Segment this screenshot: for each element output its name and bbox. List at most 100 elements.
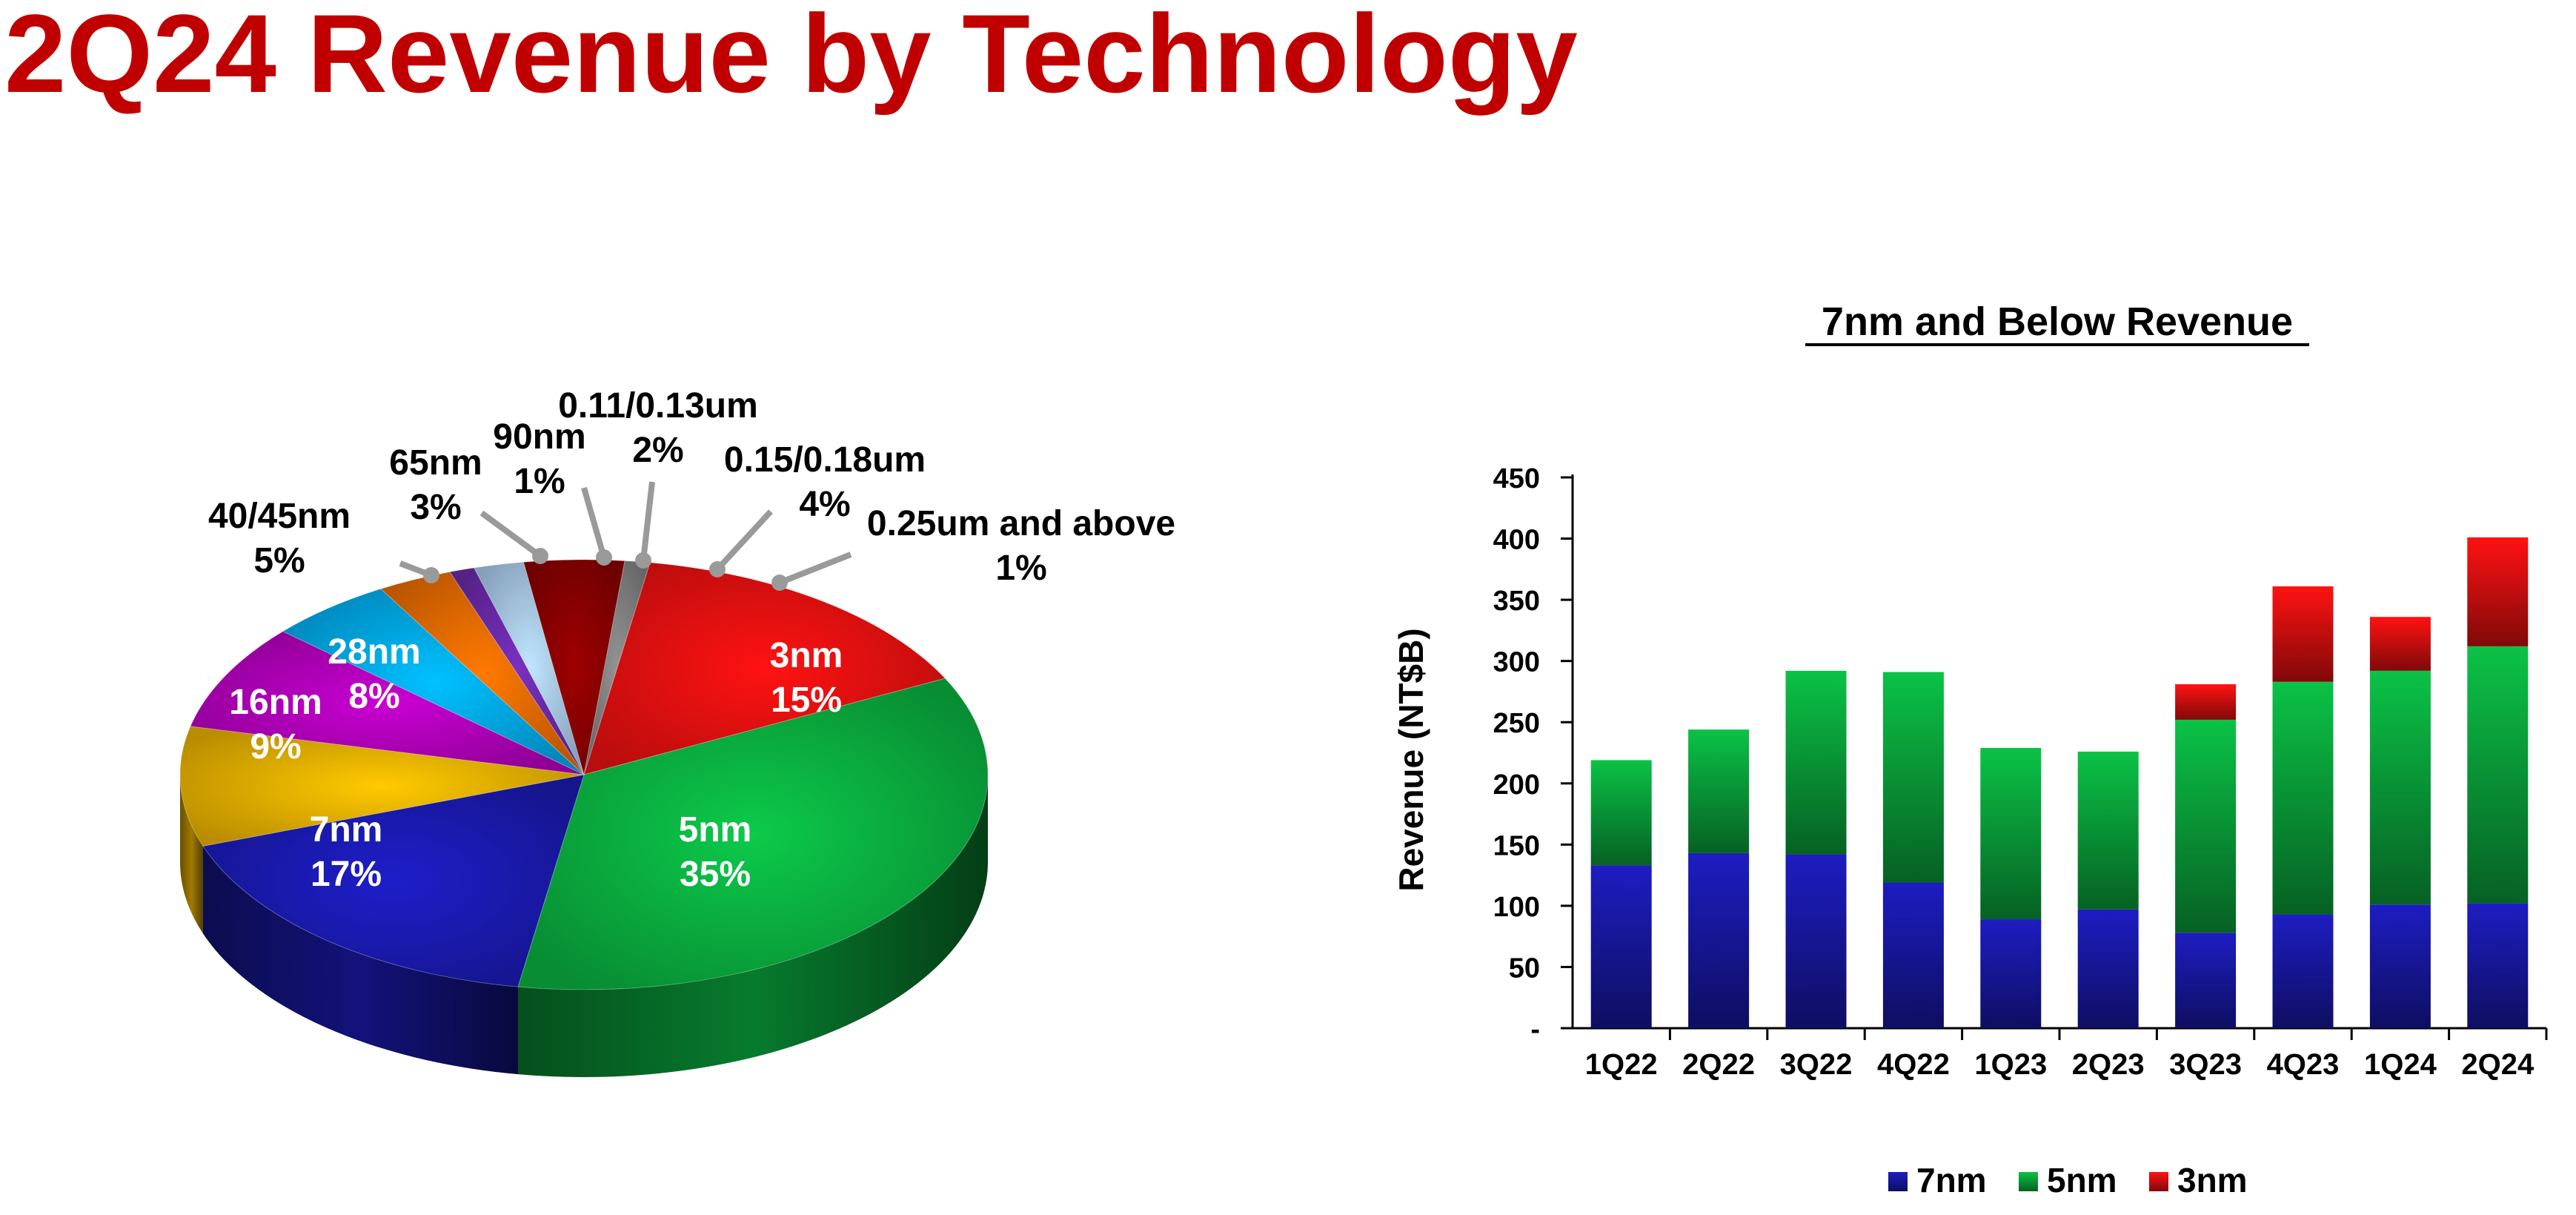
bar-7nm-1q22	[1590, 865, 1652, 1028]
pie-leader-dot-0-11-0-13um	[635, 552, 651, 569]
legend-label-5nm: 5nm	[2047, 1161, 2117, 1199]
pie-slice-3nm	[583, 562, 946, 775]
y-tick-label: 100	[1493, 892, 1540, 923]
pie-label-5nm: 5nm	[679, 810, 752, 850]
pie-pct-28nm: 8%	[348, 677, 399, 716]
pie-slice-90nm	[449, 567, 585, 775]
pie-slice-28nm	[190, 631, 585, 775]
bar-3nm-4q23	[2272, 586, 2334, 682]
legend-swatch-5nm	[2019, 1172, 2038, 1191]
y-tick-label: 200	[1493, 769, 1540, 801]
page-title: 2Q24 Revenue by Technology	[4, 0, 1578, 116]
x-tick-label: 2Q22	[1682, 1048, 1755, 1081]
pie-pct-5nm: 35%	[680, 855, 751, 894]
legend-label-7nm: 7nm	[1916, 1161, 1987, 1199]
pie-pct-0-11-0-13um: 2%	[632, 431, 683, 470]
pie-label-40-45nm: 40/45nm	[208, 497, 351, 536]
legend-swatch-3nm	[2149, 1172, 2168, 1191]
pie-pct-16nm: 9%	[250, 727, 301, 767]
pie-leader-dot-0-15-0-18um	[709, 561, 726, 577]
bar-3nm-3q23	[2175, 684, 2237, 720]
y-tick-label: 350	[1493, 586, 1540, 617]
x-tick-label: 4Q22	[1877, 1048, 1950, 1081]
pie-slices	[179, 559, 989, 990]
pie-side-7nm	[202, 846, 518, 1075]
pie-slice-0-11-0-13um	[473, 561, 585, 775]
x-tick-label: 1Q23	[1974, 1048, 2047, 1081]
x-tick-label: 3Q22	[1780, 1048, 1853, 1081]
y-tick-label: 250	[1493, 708, 1540, 739]
bar-7nm-1q24	[2369, 904, 2431, 1028]
bar-7nm-2q22	[1688, 853, 1750, 1028]
pie-label-7nm: 7nm	[310, 810, 383, 850]
pie-side-5nm	[517, 775, 988, 1078]
legend-label-3nm: 3nm	[2177, 1161, 2248, 1199]
bar-5nm-3q22	[1785, 670, 1847, 855]
bar-3nm-1q24	[2369, 617, 2431, 671]
pie-pct-0-15-0-18um: 4%	[799, 485, 850, 524]
bar-5nm-2q24	[2467, 646, 2529, 904]
x-tick-label: 2Q24	[2461, 1048, 2534, 1081]
pie-slice-0-15-0-18um	[522, 559, 625, 775]
legend-swatch-7nm	[1888, 1172, 1908, 1191]
y-tick-label: -	[1530, 1014, 1540, 1045]
bar-7nm-4q23	[2272, 914, 2334, 1028]
bar-5nm-1q23	[1980, 747, 2042, 920]
pie-leader-0-15-0-18um	[715, 509, 773, 572]
pie-slice-7nm	[202, 774, 585, 987]
pie-chart: 3nm 15% 5nm 35% 7nm 17% 16nm 9% 28nm 8% 40/45nm 5% 6…	[179, 386, 1175, 1078]
bar-3nm-2q24	[2467, 537, 2529, 646]
x-tick-label: 1Q24	[2364, 1048, 2437, 1081]
bar-5nm-4q23	[2272, 681, 2334, 915]
bar-5nm-2q22	[1688, 729, 1750, 853]
y-tick-label: 300	[1493, 647, 1540, 678]
pie-label-90nm: 90nm	[493, 417, 585, 457]
pie-slice-65nm	[379, 571, 585, 775]
pie-leader-dot-40-45nm	[423, 567, 439, 583]
pie-label-3nm: 3nm	[770, 636, 843, 675]
bar-7nm-2q24	[2467, 903, 2529, 1028]
pie-pct-40-45nm: 5%	[253, 541, 305, 580]
pie-leader-65nm	[479, 510, 542, 559]
pie-leader-dot-65nm	[532, 548, 548, 564]
bar-7nm-4q22	[1882, 882, 1944, 1028]
pie-pct-3nm: 15%	[771, 681, 842, 720]
pie-leader-90nm	[581, 486, 607, 559]
pie-leader-dot-0-25um-and-above	[771, 575, 788, 591]
bar-7nm-3q22	[1785, 854, 1847, 1028]
bar-5nm-1q24	[2369, 670, 2431, 905]
x-tick-label: 2Q23	[2072, 1048, 2145, 1081]
pie-slice-40-45nm	[282, 588, 585, 775]
bar-chart-title: 7nm and Below Revenue	[1822, 299, 2293, 344]
y-tick-label: 400	[1493, 525, 1540, 556]
pie-slice-5nm	[517, 678, 989, 990]
pie-leader-0-25um-and-above	[778, 552, 852, 586]
bar-7nm-1q23	[1980, 919, 2042, 1028]
x-tick-label: 1Q22	[1585, 1048, 1658, 1081]
y-tick-label: 450	[1493, 463, 1540, 494]
pie-label-0-25um-and-above: 0.25um and above	[867, 504, 1175, 543]
bar-5nm-2q23	[2077, 751, 2139, 910]
x-tick-label: 4Q23	[2267, 1048, 2340, 1081]
bar-7nm-3q23	[2175, 933, 2237, 1028]
pie-slice-16nm	[179, 726, 585, 847]
pie-leader-0-11-0-13um	[640, 481, 655, 561]
bar-7nm-2q23	[2077, 909, 2139, 1028]
y-tick-label: 150	[1493, 830, 1540, 861]
pie-side-16nm	[180, 775, 203, 934]
x-tick-label: 3Q23	[2169, 1048, 2242, 1081]
y-axis-label: Revenue (NT$B)	[1392, 628, 1430, 891]
pie-labels: 3nm 15% 5nm 35% 7nm 17% 16nm 9% 28nm 8% 40/45nm 5% 6…	[208, 386, 1175, 894]
pie-pct-0-25um-and-above: 1%	[995, 549, 1046, 588]
pie-leader-dot-90nm	[596, 549, 612, 566]
pie-label-16nm: 16nm	[229, 683, 322, 722]
bar-5nm-4q22	[1882, 672, 1944, 883]
pie-pct-7nm: 17%	[311, 855, 382, 894]
pie-pct-90nm: 1%	[514, 462, 565, 501]
bar-5nm-1q22	[1590, 760, 1652, 866]
pie-label-28nm: 28nm	[328, 632, 420, 672]
pie-pct-65nm: 3%	[410, 488, 461, 527]
pie-label-65nm: 65nm	[389, 443, 482, 483]
bar-5nm-3q23	[2175, 719, 2237, 933]
